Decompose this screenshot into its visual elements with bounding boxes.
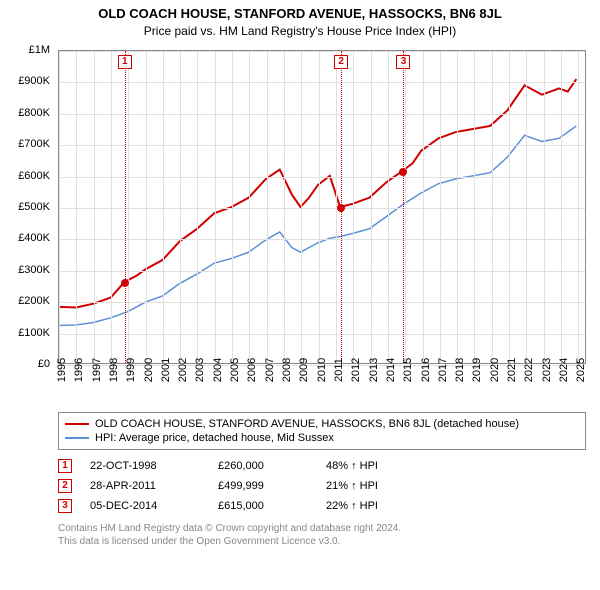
x-tick-label: 2004 [212, 358, 224, 382]
x-tick-label: 2014 [385, 358, 397, 382]
chart-title: OLD COACH HOUSE, STANFORD AVENUE, HASSOC… [10, 6, 590, 21]
x-tick-label: 2018 [454, 358, 466, 382]
y-tick-label: £200K [18, 295, 50, 307]
footnote: Contains HM Land Registry data © Crown c… [58, 522, 586, 548]
x-tick-label: 1998 [108, 358, 120, 382]
x-tick-label: 2024 [558, 358, 570, 382]
x-tick-label: 1995 [56, 358, 68, 382]
line-layer [59, 51, 585, 363]
y-tick-label: £100K [18, 327, 50, 339]
x-tick-label: 2025 [575, 358, 587, 382]
transaction-price: £260,000 [218, 460, 308, 472]
chart-container: OLD COACH HOUSE, STANFORD AVENUE, HASSOC… [0, 0, 600, 552]
x-tick-label: 2021 [506, 358, 518, 382]
y-tick-label: £700K [18, 138, 50, 150]
chart-subtitle: Price paid vs. HM Land Registry's House … [10, 24, 590, 38]
transaction-date: 22-OCT-1998 [90, 460, 200, 472]
x-tick-label: 2012 [350, 358, 362, 382]
legend-swatch [65, 437, 89, 439]
transaction-date: 28-APR-2011 [90, 480, 200, 492]
x-tick-label: 2000 [143, 358, 155, 382]
x-tick-label: 2020 [489, 358, 501, 382]
transaction-row: 2 28-APR-2011 £499,999 21% ↑ HPI [58, 476, 586, 496]
y-tick-label: £0 [38, 358, 50, 370]
transaction-number: 2 [58, 479, 72, 493]
footnote-line: Contains HM Land Registry data © Crown c… [58, 522, 586, 535]
x-tick-label: 2003 [194, 358, 206, 382]
legend-label: OLD COACH HOUSE, STANFORD AVENUE, HASSOC… [95, 418, 519, 430]
x-tick-label: 1996 [73, 358, 85, 382]
x-tick-label: 2001 [160, 358, 172, 382]
transaction-row: 1 22-OCT-1998 £260,000 48% ↑ HPI [58, 456, 586, 476]
transaction-row: 3 05-DEC-2014 £615,000 22% ↑ HPI [58, 496, 586, 516]
transaction-dot [337, 204, 345, 212]
x-tick-label: 2008 [281, 358, 293, 382]
x-tick-label: 2007 [264, 358, 276, 382]
transaction-vline [125, 51, 126, 363]
x-tick-label: 2022 [523, 358, 535, 382]
transaction-date: 05-DEC-2014 [90, 500, 200, 512]
x-tick-label: 2015 [402, 358, 414, 382]
y-tick-label: £1M [29, 44, 50, 56]
transaction-marker: 1 [118, 55, 132, 69]
x-tick-label: 2016 [420, 358, 432, 382]
x-tick-label: 2010 [316, 358, 328, 382]
x-tick-label: 2011 [333, 358, 345, 382]
y-tick-label: £900K [18, 75, 50, 87]
legend-item: HPI: Average price, detached house, Mid … [65, 431, 579, 445]
legend-swatch [65, 423, 89, 425]
y-tick-label: £500K [18, 201, 50, 213]
transactions-table: 1 22-OCT-1998 £260,000 48% ↑ HPI 2 28-APR-201… [58, 456, 586, 516]
x-tick-label: 2023 [541, 358, 553, 382]
transaction-dot [121, 279, 129, 287]
series-hpi [59, 126, 576, 326]
transaction-price: £615,000 [218, 500, 308, 512]
x-tick-label: 2002 [177, 358, 189, 382]
x-tick-label: 1999 [125, 358, 137, 382]
footnote-line: This data is licensed under the Open Gov… [58, 535, 586, 548]
x-tick-label: 2019 [471, 358, 483, 382]
chart-area: 1 2 3 £0 £100K £200K £300K £400K £500K £600K £700… [10, 44, 590, 404]
transaction-vline [403, 51, 404, 363]
transaction-pct: 21% ↑ HPI [326, 480, 436, 492]
transaction-dot [399, 168, 407, 176]
transaction-price: £499,999 [218, 480, 308, 492]
legend-label: HPI: Average price, detached house, Mid … [95, 432, 334, 444]
x-tick-label: 1997 [91, 358, 103, 382]
x-tick-label: 2017 [437, 358, 449, 382]
y-tick-label: £400K [18, 232, 50, 244]
x-tick-label: 2013 [368, 358, 380, 382]
transaction-pct: 48% ↑ HPI [326, 460, 436, 472]
plot-area: 1 2 3 [58, 50, 586, 364]
x-tick-label: 2005 [229, 358, 241, 382]
legend: OLD COACH HOUSE, STANFORD AVENUE, HASSOC… [58, 412, 586, 450]
transaction-marker: 3 [396, 55, 410, 69]
y-tick-label: £800K [18, 107, 50, 119]
transaction-pct: 22% ↑ HPI [326, 500, 436, 512]
x-tick-label: 2009 [298, 358, 310, 382]
transaction-number: 3 [58, 499, 72, 513]
x-tick-label: 2006 [246, 358, 258, 382]
y-tick-label: £600K [18, 170, 50, 182]
y-tick-label: £300K [18, 264, 50, 276]
transaction-marker: 2 [334, 55, 348, 69]
legend-item: OLD COACH HOUSE, STANFORD AVENUE, HASSOC… [65, 417, 579, 431]
transaction-number: 1 [58, 459, 72, 473]
